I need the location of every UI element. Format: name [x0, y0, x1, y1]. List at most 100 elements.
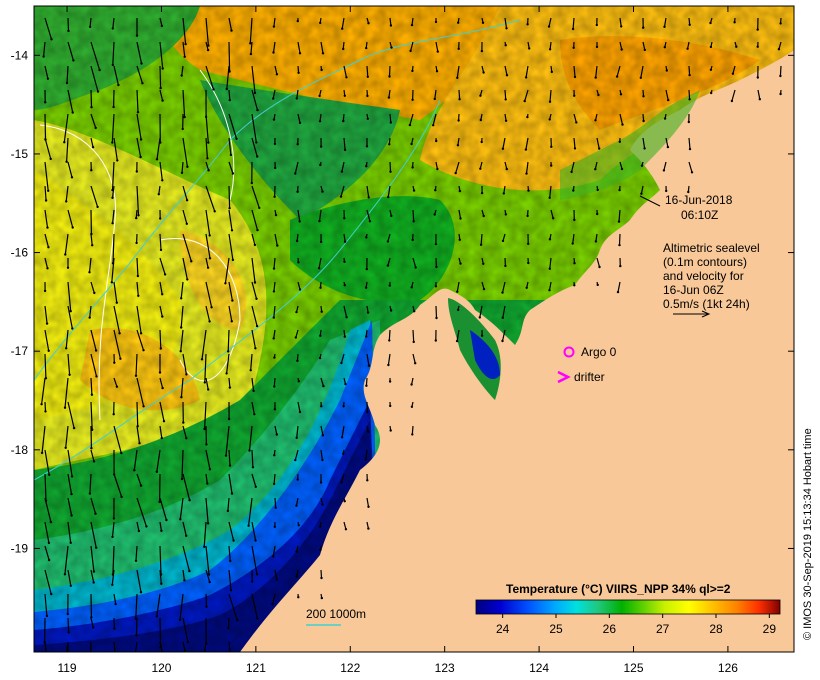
velocity-arrow [159, 425, 163, 439]
velocity-arrow [44, 65, 49, 79]
velocity-arrow [111, 185, 115, 198]
velocity-arrow [203, 521, 207, 547]
velocity-arrow-head [298, 52, 302, 55]
velocity-arrow [65, 185, 69, 202]
velocity-arrow [228, 89, 231, 101]
velocity-arrow [159, 377, 164, 389]
velocity-arrow-head [548, 289, 551, 292]
velocity-arrow [181, 449, 184, 480]
velocity-arrow-head [200, 358, 204, 361]
velocity-arrow [619, 41, 623, 50]
velocity-arrow-head [480, 140, 483, 144]
velocity-arrow-head [253, 281, 257, 284]
velocity-arrow [320, 377, 324, 387]
velocity-arrow-head [272, 482, 276, 486]
velocity-arrow [205, 137, 208, 159]
velocity-arrow [135, 545, 138, 561]
velocity-arrow [294, 161, 299, 174]
velocity-arrow-head [295, 436, 298, 439]
velocity-arrow [366, 209, 371, 222]
velocity-arrow [501, 281, 506, 293]
velocity-arrow-head [432, 124, 435, 127]
velocity-arrow-head [387, 96, 391, 99]
lat-tick-label: -17 [11, 344, 29, 358]
velocity-arrow [251, 281, 258, 299]
velocity-arrow-head [116, 159, 119, 162]
velocity-arrow-head [230, 29, 233, 32]
velocity-arrow [549, 89, 552, 102]
velocity-arrow-head [64, 446, 67, 449]
velocity-arrow-head [70, 492, 73, 496]
velocity-arrow [387, 185, 391, 198]
velocity-arrow [251, 593, 258, 619]
velocity-arrow-head [365, 267, 368, 271]
velocity-arrow-head [526, 23, 529, 26]
velocity-arrow-head [479, 167, 482, 170]
velocity-arrow [90, 329, 97, 351]
velocity-arrow-head [159, 248, 163, 252]
velocity-arrow-head [206, 48, 210, 52]
velocity-arrow [228, 233, 234, 260]
velocity-arrow [67, 569, 72, 586]
velocity-arrow-head [145, 525, 148, 528]
velocity-arrow-head [389, 309, 393, 312]
velocity-arrow-head [620, 25, 623, 28]
velocity-arrow-head [387, 363, 390, 367]
velocity-arrow [365, 449, 368, 460]
velocity-arrow [111, 113, 115, 143]
velocity-arrow [274, 65, 278, 75]
velocity-arrow-head [526, 115, 529, 119]
velocity-arrow-head [390, 214, 393, 218]
velocity-arrow-head [548, 48, 552, 51]
altimetry-legend: Altimetric sealevel (0.1m contours) and … [663, 241, 760, 318]
velocity-arrow [64, 233, 69, 255]
velocity-arrow-head [318, 94, 321, 98]
velocity-arrow-head [616, 290, 620, 294]
velocity-arrow-head [114, 602, 117, 606]
velocity-arrow-head [155, 615, 158, 618]
velocity-arrow [412, 329, 415, 342]
velocity-arrow-head [408, 123, 412, 127]
velocity-arrow-head [230, 492, 234, 495]
velocity-arrow [502, 305, 506, 318]
velocity-arrow-head [91, 146, 95, 149]
velocity-arrow-head [94, 126, 97, 130]
velocity-arrow [67, 497, 73, 516]
velocity-arrow-head [256, 108, 259, 112]
velocity-arrow-head [208, 257, 212, 260]
velocity-arrow [66, 65, 69, 84]
velocity-arrow [159, 401, 165, 422]
lon-tick-label: 123 [435, 661, 455, 675]
velocity-arrow-head [236, 618, 239, 622]
velocity-arrow-head [596, 188, 599, 192]
velocity-arrow-head [366, 311, 370, 314]
velocity-arrow-head [642, 119, 645, 123]
velocity-arrow-head [319, 481, 323, 484]
velocity-arrow-head [69, 310, 72, 313]
velocity-arrow [388, 65, 391, 77]
velocity-arrow-head [619, 264, 622, 268]
velocity-arrow-head [47, 189, 50, 192]
velocity-arrow-head [207, 141, 210, 144]
velocity-arrow [525, 161, 529, 174]
velocity-arrow [343, 305, 348, 318]
velocity-arrow [273, 377, 276, 387]
velocity-arrow [136, 473, 142, 486]
velocity-arrow [67, 617, 70, 633]
velocity-arrow [228, 473, 233, 494]
velocity-arrow [224, 257, 230, 284]
velocity-arrow-head [90, 169, 93, 172]
velocity-arrow [388, 329, 391, 341]
velocity-arrow-head [321, 503, 324, 506]
velocity-arrow [340, 473, 345, 483]
velocity-arrow-head [184, 42, 187, 46]
velocity-arrow-head [621, 123, 624, 126]
colorbar-tick-label: 29 [763, 622, 777, 636]
velocity-arrow-head [688, 98, 691, 101]
velocity-arrow-head [157, 193, 160, 196]
velocity-arrow-head [548, 196, 551, 199]
velocity-arrow-head [212, 88, 215, 91]
velocity-arrow-head [573, 147, 577, 150]
velocity-arrow-head [410, 23, 414, 27]
velocity-arrow [67, 353, 71, 375]
